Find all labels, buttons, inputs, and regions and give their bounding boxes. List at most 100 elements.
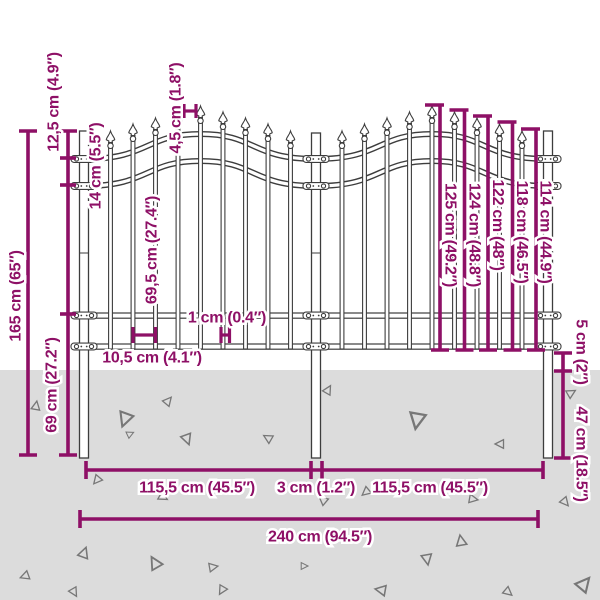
picket (359, 122, 370, 350)
ground-debris-triangle (361, 485, 373, 497)
ground-debris-triangle (150, 555, 165, 572)
ground-debris-triangle (300, 561, 310, 571)
ground-debris-triangle (218, 583, 229, 596)
label-picket-height-124: 124 cm (48.8″) (466, 183, 483, 287)
picket (404, 110, 415, 350)
spear-finial-icon (427, 104, 437, 119)
picket (472, 116, 482, 350)
rail-clamp (302, 155, 330, 163)
spear-finial-icon (472, 116, 482, 131)
label-picket-height-114: 114 cm (44.9″) (537, 180, 554, 283)
picket (337, 129, 347, 350)
picket (195, 104, 206, 350)
label-picket-height-122: 122 cm (48″) (489, 179, 506, 270)
posts (78, 130, 554, 459)
rail-clamp (534, 155, 562, 163)
finial-ball (518, 142, 526, 150)
spear-finial-icon (173, 110, 183, 125)
finial-ball (406, 123, 413, 131)
rail-clamp (70, 342, 98, 351)
ground-debris-triangle (564, 389, 577, 400)
finial-ball (107, 142, 114, 150)
label-picket-gap-bottom: 10,5 cm (4.1″) (102, 350, 202, 367)
rail-clamp (70, 182, 98, 190)
dim-bracket-picket-width (219, 327, 232, 343)
finial-ball (338, 142, 346, 150)
ground-area (0, 370, 600, 600)
finial-ball (219, 123, 227, 131)
spear-finial-icon (263, 122, 273, 137)
spear-finial-icon (150, 116, 161, 131)
rail-clamp (534, 311, 562, 320)
label-section-width-right: 115,5 cm (45.5″) (372, 480, 488, 497)
dim-bracket-picket-gap-top (182, 104, 198, 118)
dim-bracket-picket-gap-bottom (131, 327, 158, 343)
ground-debris-triangles (18, 384, 591, 598)
ground-debris-triangle (30, 399, 41, 412)
ground-debris-triangle (262, 434, 275, 445)
dim-line-height-segments (59, 129, 77, 457)
ground-debris-triangle (156, 490, 169, 501)
finial-ball (129, 135, 137, 143)
picket (285, 129, 296, 350)
center-post (310, 132, 322, 459)
right-post (542, 130, 554, 459)
dimension-annotations: 165 cm (65″) 12,5 cm (4.9″) 14 cm (5.5″)… (5, 50, 592, 548)
label-picket-gap-top: 4,5 cm (1.8″) (168, 63, 185, 154)
ground-debris-triangle (76, 545, 89, 560)
spear-finial-icon (404, 110, 415, 125)
ground-debris-triangle (92, 473, 104, 485)
left-post (78, 130, 90, 459)
label-middle-segment: 69,5 cm (27.4″) (144, 196, 161, 304)
finial-ball (361, 135, 368, 143)
dim-lines-picket-heights (425, 103, 545, 352)
spear-finial-icon (218, 110, 228, 125)
spear-finial-icon (128, 122, 138, 137)
finial-ball (287, 142, 294, 150)
rail-clamps (70, 155, 562, 351)
label-bottom-segment: 69 cm (27.2″) (44, 337, 61, 432)
finial-ball (383, 129, 391, 137)
ground-debris-triangle (161, 396, 173, 408)
picket (240, 116, 251, 350)
spear-finial-icon (494, 122, 505, 137)
ground-debris-triangle (18, 569, 31, 580)
label-center-post-gap: 3 cm (1.2″) (277, 480, 355, 497)
spear-finial-icon (337, 129, 347, 144)
picket (382, 116, 392, 350)
ground-debris-triangle (207, 562, 220, 573)
finial-ball (451, 123, 458, 131)
ground-debris-triangle (408, 410, 428, 432)
ground-debris-triangle (179, 432, 192, 447)
picket (105, 129, 116, 350)
picket (263, 122, 273, 350)
spear-finial-icon (105, 129, 116, 144)
finial-ball (496, 135, 503, 143)
ground-debris-triangle (493, 438, 505, 450)
ground-debris-triangle (455, 533, 469, 548)
label-post-top-segment: 12,5 cm (4.9″) (46, 52, 63, 152)
rail-clamp (302, 342, 330, 351)
spear-finial-icon (285, 129, 296, 144)
dim-line-rail-to-ground (554, 351, 572, 373)
spear-finial-icon (359, 122, 370, 137)
label-picket-height-118: 118 cm (46.5″) (513, 180, 530, 283)
label-rail-to-ground: 5 cm (2″) (573, 319, 590, 384)
spear-finial-icon (240, 116, 251, 131)
finial-ball (428, 117, 436, 125)
ground-debris-triangle (558, 495, 570, 507)
picket (173, 110, 183, 350)
picket (449, 110, 460, 350)
finial-ball (152, 129, 159, 137)
dim-line-ground-depth (554, 371, 572, 460)
label-picket-width: 1 cm (0.4″) (188, 310, 266, 327)
spear-finial-icon (382, 116, 392, 131)
finial-ball (174, 123, 182, 131)
label-picket-height-125: 125 cm (49.2″) (442, 183, 459, 287)
label-total-width: 240 cm (94.5″) (268, 529, 372, 546)
ground-debris-triangle (318, 495, 330, 507)
picket (218, 110, 228, 350)
finial-ball (473, 129, 481, 137)
